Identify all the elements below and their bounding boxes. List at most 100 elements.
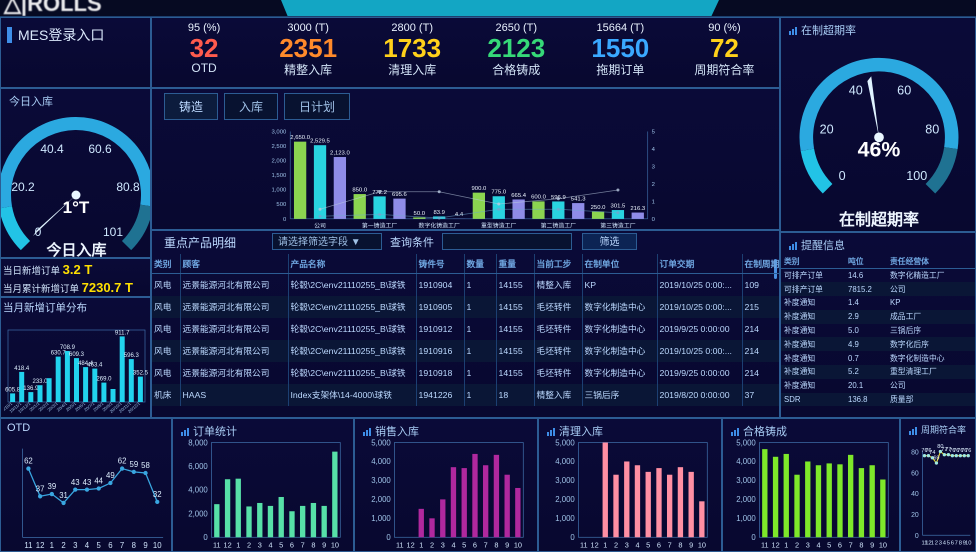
svg-text:269.0: 269.0	[96, 377, 112, 383]
svg-text:60: 60	[897, 84, 911, 98]
svg-text:1: 1	[652, 199, 655, 205]
svg-text:0: 0	[839, 169, 846, 183]
svg-text:2: 2	[430, 540, 434, 549]
svg-text:8: 8	[678, 540, 682, 549]
svg-text:8: 8	[959, 540, 962, 546]
svg-text:5,000: 5,000	[555, 438, 575, 447]
svg-text:0: 0	[570, 533, 575, 542]
svg-text:8: 8	[859, 540, 863, 549]
svg-text:12: 12	[406, 540, 414, 549]
svg-text:2,000: 2,000	[736, 495, 756, 504]
svg-text:463.4: 463.4	[87, 363, 103, 369]
svg-text:6: 6	[473, 540, 477, 549]
svg-text:1,000: 1,000	[371, 514, 391, 523]
svg-text:5: 5	[462, 540, 466, 549]
svg-text:43: 43	[71, 478, 80, 487]
svg-text:59: 59	[129, 460, 138, 469]
svg-text:708.9: 708.9	[60, 345, 76, 351]
svg-text:3: 3	[441, 540, 445, 549]
svg-text:4: 4	[85, 541, 90, 550]
svg-text:630.7: 630.7	[51, 351, 67, 357]
svg-text:6,000: 6,000	[188, 462, 208, 471]
svg-text:2,650.0: 2,650.0	[290, 135, 310, 141]
svg-text:第二铸造工厂: 第二铸造工厂	[541, 221, 577, 229]
svg-text:40: 40	[849, 84, 863, 98]
svg-text:10: 10	[331, 540, 339, 549]
svg-text:216.3: 216.3	[630, 206, 645, 212]
svg-text:850.0: 850.0	[352, 187, 367, 193]
svg-text:2,123.0: 2,123.0	[330, 150, 350, 156]
svg-text:695.6: 695.6	[392, 192, 407, 198]
svg-text:5,000: 5,000	[736, 438, 756, 447]
svg-text:12: 12	[771, 540, 779, 549]
svg-text:900.0: 900.0	[472, 186, 487, 192]
svg-text:80: 80	[925, 122, 939, 136]
svg-text:40: 40	[911, 491, 919, 498]
svg-text:11: 11	[580, 540, 588, 549]
svg-text:12: 12	[36, 541, 45, 550]
svg-text:1: 1	[784, 540, 788, 549]
svg-text:5,000: 5,000	[371, 438, 391, 447]
svg-text:10: 10	[879, 540, 887, 549]
svg-text:100: 100	[906, 169, 927, 183]
svg-text:9: 9	[322, 540, 326, 549]
svg-text:2,529.5: 2,529.5	[310, 139, 330, 145]
svg-text:541.3: 541.3	[571, 196, 586, 202]
svg-text:6: 6	[951, 540, 954, 546]
svg-text:公司: 公司	[314, 222, 326, 229]
svg-text:4,000: 4,000	[555, 457, 575, 466]
svg-text:4,000: 4,000	[188, 486, 208, 495]
svg-text:5: 5	[827, 540, 831, 549]
svg-text:43: 43	[83, 478, 92, 487]
svg-text:39: 39	[47, 482, 56, 491]
svg-text:4: 4	[635, 540, 639, 549]
svg-text:80.8: 80.8	[116, 180, 140, 194]
svg-text:3: 3	[258, 540, 262, 549]
svg-text:11: 11	[213, 540, 221, 549]
svg-text:重型铸造工厂: 重型铸造工厂	[481, 221, 517, 229]
svg-text:6: 6	[838, 540, 842, 549]
svg-text:44: 44	[94, 477, 103, 486]
svg-text:83.9: 83.9	[433, 210, 445, 216]
svg-text:32: 32	[153, 490, 162, 499]
svg-text:40.4: 40.4	[40, 142, 64, 156]
svg-text:911.7: 911.7	[115, 330, 130, 336]
svg-text:3,000: 3,000	[555, 476, 575, 485]
svg-text:69: 69	[933, 455, 939, 461]
svg-text:609.3: 609.3	[69, 352, 85, 358]
svg-text:10: 10	[514, 540, 522, 549]
svg-text:3: 3	[652, 164, 656, 170]
svg-text:7: 7	[301, 540, 305, 549]
svg-text:50.0: 50.0	[414, 211, 426, 217]
svg-text:60: 60	[911, 470, 919, 477]
svg-text:58: 58	[141, 461, 150, 470]
svg-text:2: 2	[652, 182, 655, 188]
svg-text:301.5: 301.5	[611, 203, 626, 209]
svg-text:1°T: 1°T	[63, 198, 90, 217]
svg-text:9: 9	[870, 540, 874, 549]
svg-text:80: 80	[911, 449, 919, 456]
svg-text:第三铸造工厂: 第三铸造工厂	[600, 221, 636, 229]
svg-text:11: 11	[761, 540, 769, 549]
svg-text:2,000: 2,000	[188, 509, 208, 518]
svg-text:5: 5	[646, 540, 650, 549]
svg-text:11: 11	[396, 540, 404, 549]
svg-text:2,000: 2,000	[555, 495, 575, 504]
svg-text:第一铸造工厂: 第一铸造工厂	[362, 221, 398, 229]
svg-text:1: 1	[603, 540, 607, 549]
svg-text:20.2: 20.2	[11, 180, 35, 194]
svg-text:0: 0	[652, 217, 656, 223]
svg-text:数字化铸造工厂: 数字化铸造工厂	[419, 221, 460, 229]
svg-text:9: 9	[143, 541, 147, 550]
svg-text:1,000: 1,000	[555, 514, 575, 523]
svg-text:7: 7	[955, 540, 958, 546]
svg-text:7: 7	[668, 540, 672, 549]
svg-text:10: 10	[153, 541, 162, 550]
svg-text:0: 0	[203, 533, 208, 542]
svg-text:1,000: 1,000	[736, 514, 756, 523]
svg-text:10: 10	[698, 540, 706, 549]
svg-text:4: 4	[652, 147, 656, 153]
svg-text:3: 3	[939, 540, 942, 546]
svg-text:605.8: 605.8	[5, 387, 21, 393]
svg-text:3,000: 3,000	[736, 476, 756, 485]
